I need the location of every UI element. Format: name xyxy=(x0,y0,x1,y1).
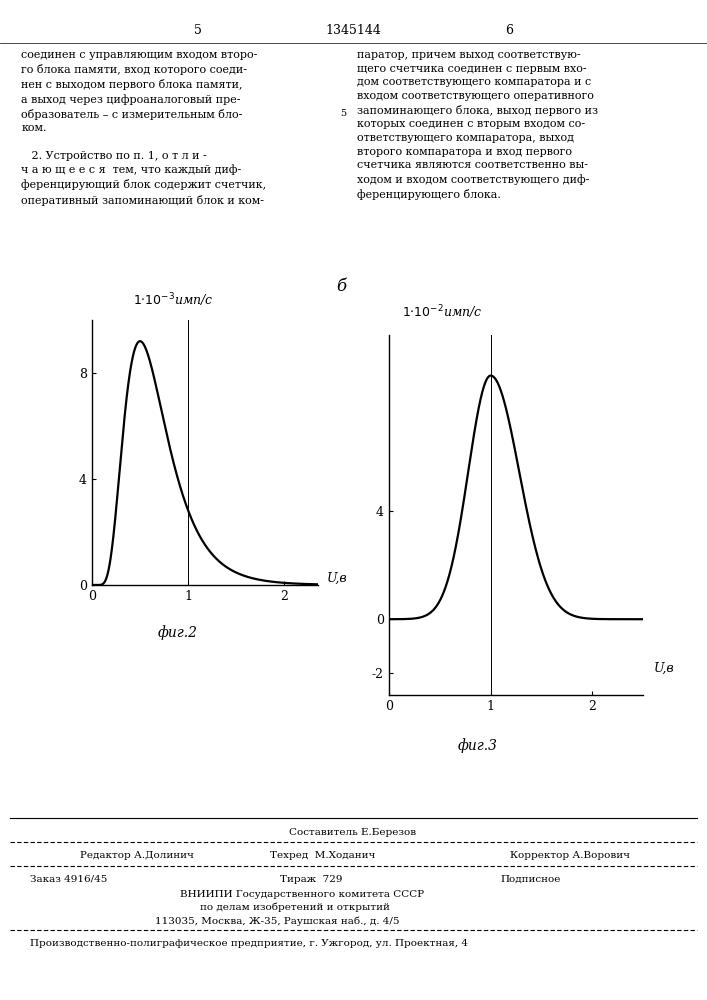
Text: фиг.3: фиг.3 xyxy=(458,738,498,753)
Text: по делам изобретений и открытий: по делам изобретений и открытий xyxy=(200,903,390,912)
Text: паратор, причем выход соответствую-
щего счетчика соединен с первым вхо-
дом соо: паратор, причем выход соответствую- щего… xyxy=(357,50,598,200)
Text: 1345144: 1345144 xyxy=(325,24,382,37)
Text: Производственно-полиграфическое предприятие, г. Ужгород, ул. Проектная, 4: Производственно-полиграфическое предприя… xyxy=(30,939,468,948)
Text: фиг.2: фиг.2 xyxy=(158,625,198,640)
Text: Заказ 4916/45: Заказ 4916/45 xyxy=(30,875,107,884)
Text: $1{\cdot}10^{-2}$имп/с: $1{\cdot}10^{-2}$имп/с xyxy=(402,303,482,321)
Text: ВНИИПИ Государственного комитета СССР: ВНИИПИ Государственного комитета СССР xyxy=(180,890,424,899)
Text: 113035, Москва, Ж-35, Раушская наб., д. 4/5: 113035, Москва, Ж-35, Раушская наб., д. … xyxy=(155,916,399,926)
Text: Тираж  729: Тираж 729 xyxy=(280,875,342,884)
Text: Составитель Е.Березов: Составитель Е.Березов xyxy=(289,828,416,837)
Text: соединен с управляющим входом второ-
го блока памяти, вход которого соеди-
нен с: соединен с управляющим входом второ- го … xyxy=(21,50,267,206)
Text: U,в: U,в xyxy=(327,572,348,585)
Text: Подписное: Подписное xyxy=(500,875,561,884)
Text: Корректор А.Ворович: Корректор А.Ворович xyxy=(510,851,630,860)
Text: Редактор А.Долинич: Редактор А.Долинич xyxy=(80,851,194,860)
Text: 5: 5 xyxy=(340,109,346,118)
Text: 6: 6 xyxy=(505,24,513,37)
Text: б: б xyxy=(336,278,346,295)
Text: Техред  М.Ходанич: Техред М.Ходанич xyxy=(270,851,375,860)
Text: U,в: U,в xyxy=(653,662,674,675)
Text: $1{\cdot}10^{-3}$имп/с: $1{\cdot}10^{-3}$имп/с xyxy=(133,292,214,309)
Text: 5: 5 xyxy=(194,24,202,37)
